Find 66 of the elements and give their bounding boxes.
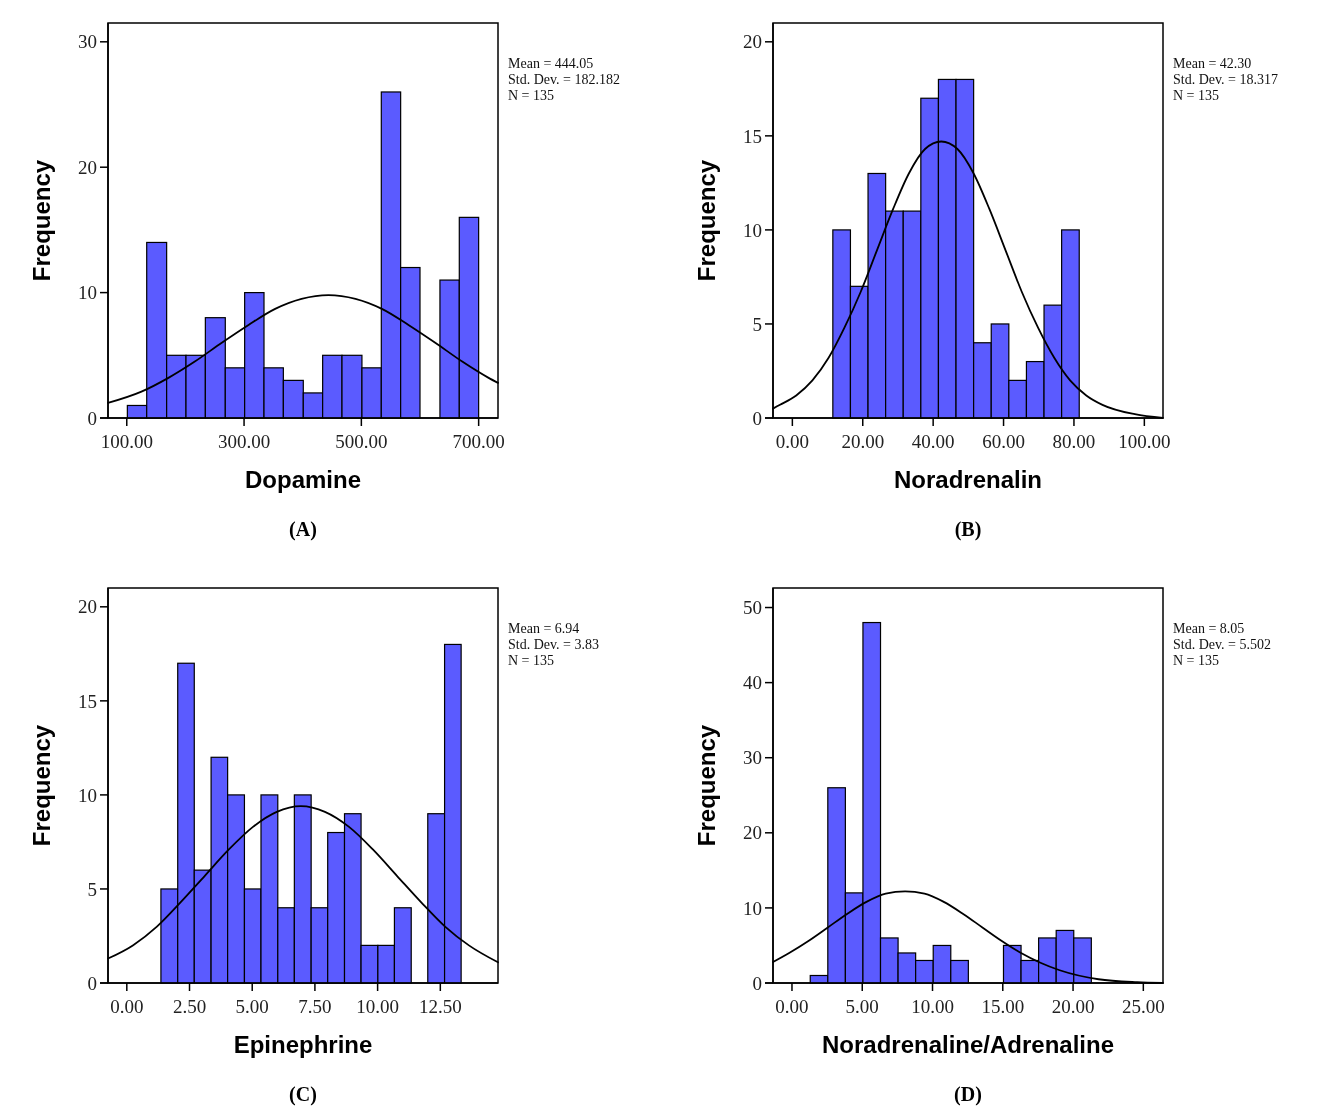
x-tick-label: 700.00: [452, 431, 505, 452]
x-tick-label: 15.00: [981, 996, 1025, 1017]
y-tick-label: 0: [87, 972, 97, 994]
text: Mean = 444.05: [508, 56, 594, 71]
x-tick-label: 300.00: [217, 431, 271, 452]
text: Mean = 42.30: [1173, 56, 1252, 71]
x-tick-label: 25.00: [1121, 996, 1165, 1017]
y-tick-label: 20: [78, 156, 97, 178]
y-tick-label: 10: [78, 282, 97, 304]
y-tick-label: 5: [752, 313, 762, 335]
text: Std. Dev. = 18.317: [1173, 72, 1278, 87]
y-axis-title: Frequency: [693, 159, 720, 282]
text: (C): [289, 1083, 317, 1106]
text: Mean = 8.05: [1173, 621, 1245, 636]
text: (B): [954, 518, 982, 541]
x-tick-label: 500.00: [335, 431, 388, 452]
y-tick-label: 20: [78, 596, 97, 618]
text: (A): [289, 518, 317, 541]
x-tick-label: 12.50: [418, 996, 462, 1017]
y-tick-label: 10: [743, 897, 762, 919]
x-tick-label: 10.00: [356, 996, 399, 1017]
x-axis-title: Epinephrine: [233, 1031, 373, 1058]
text: N = 135: [508, 653, 555, 668]
x-tick-label: 20.00: [1051, 996, 1095, 1017]
y-tick-label: 30: [743, 747, 762, 769]
x-tick-label: 60.00: [982, 431, 1025, 452]
x-axis-title: Noradrenaline/Adrenaline: [821, 1031, 1115, 1058]
x-tick-label: 100.00: [1118, 431, 1171, 452]
x-tick-label: 5.00: [235, 996, 269, 1017]
text: Std. Dev. = 182.182: [508, 72, 620, 87]
x-tick-label: 0.00: [775, 996, 809, 1017]
y-axis-title: Frequency: [28, 159, 55, 282]
text: N = 135: [1173, 88, 1220, 103]
x-axis-title: Dopamine: [244, 466, 362, 493]
x-tick-label: 2.50: [172, 996, 207, 1017]
text: (D): [954, 1083, 982, 1106]
x-tick-label: 7.50: [298, 996, 332, 1017]
x-tick-label: 5.00: [845, 996, 879, 1017]
text: N = 135: [1173, 653, 1220, 668]
text: N = 135: [508, 88, 555, 103]
x-tick-label: 0.00: [110, 996, 144, 1017]
x-tick-label: 0.00: [775, 431, 809, 452]
y-axis-title: Frequency: [693, 724, 720, 847]
text: Mean = 6.94: [508, 621, 580, 636]
y-tick-label: 30: [78, 31, 97, 53]
x-tick-label: 40.00: [911, 431, 955, 452]
y-tick-label: 10: [78, 784, 97, 806]
y-tick-label: 5: [87, 878, 97, 900]
text: Std. Dev. = 3.83: [508, 637, 599, 652]
x-tick-label: 100.00: [100, 431, 153, 452]
y-tick-label: 10: [743, 219, 762, 241]
y-tick-label: 15: [78, 690, 97, 712]
y-tick-label: 15: [743, 125, 762, 147]
y-tick-label: 20: [743, 822, 762, 844]
text: Std. Dev. = 5.502: [1173, 637, 1271, 652]
y-tick-label: 40: [743, 672, 762, 694]
x-tick-label: 20.00: [841, 431, 885, 452]
y-tick-label: 50: [743, 597, 762, 619]
y-tick-label: 0: [87, 407, 97, 429]
x-tick-label: 80.00: [1052, 431, 1096, 452]
y-axis-title: Frequency: [28, 724, 55, 847]
y-tick-label: 0: [752, 972, 762, 994]
y-tick-label: 0: [752, 407, 762, 429]
x-axis-title: Noradrenalin: [893, 466, 1043, 493]
y-tick-label: 20: [743, 31, 762, 53]
x-tick-label: 10.00: [911, 996, 954, 1017]
